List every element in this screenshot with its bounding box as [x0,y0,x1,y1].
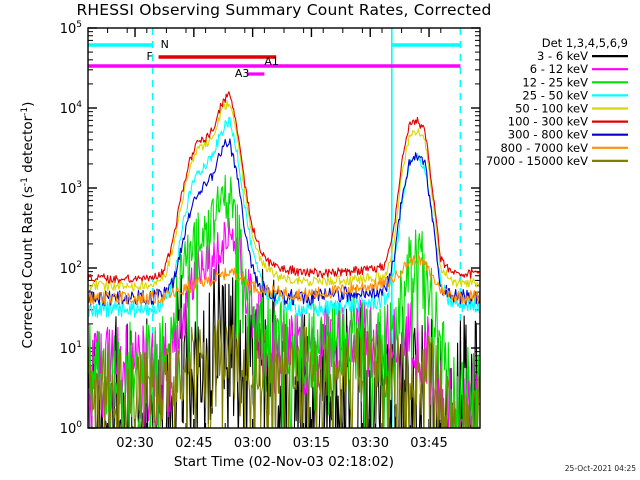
render-timestamp: 25-Oct-2021 04:25 [565,464,636,473]
annotation-label-a1: A1 [264,55,279,68]
x-tick-label: 03:45 [410,436,447,451]
legend-label: 50 - 100 keV [515,102,588,116]
x-tick-label: 03:00 [234,436,271,451]
x-tick-label: 02:30 [116,436,153,451]
x-tick-label: 03:15 [293,436,330,451]
legend-header: Det 1,3,4,5,6,9 [542,36,628,50]
annotation-label-n: N [161,38,169,51]
x-tick-label: 03:30 [352,436,389,451]
legend-label: 100 - 300 keV [508,115,588,129]
plot-frame [87,27,481,429]
legend-label: 3 - 6 keV [537,49,588,63]
svg-text:Corrected Count Rate (s-1 dete: Corrected Count Rate (s-1 detector-1) [20,102,36,349]
ylabel-part3: ) [20,102,36,107]
series-line [88,91,480,284]
ylabel-sup2: -1 [20,107,30,116]
x-tick-label: 02:45 [175,436,212,451]
data-series-group [88,91,480,428]
legend-label: 800 - 7000 keV [500,141,588,155]
y-axis-label: Corrected Count Rate (s-1 detector-1) [20,102,36,349]
series-line [88,100,480,292]
series-line [88,254,480,306]
legend-label: 6 - 12 keV [530,62,588,76]
series-line [88,258,478,428]
x-tick-labels: 02:30 02:45 03:00 03:15 03:30 03:45 [116,436,447,451]
annotation-labels: NF A1 A3 [147,38,279,80]
legend-label: 300 - 800 keV [508,128,588,142]
legend-label: 12 - 25 keV [522,75,588,89]
series-line [88,138,480,307]
legend-label: 25 - 50 keV [522,88,588,102]
ylabel-sup1: -1 [20,177,30,186]
annotation-label-a3: A3 [235,67,250,80]
annotation-bars [88,43,461,76]
annotation-label-f: F [147,50,153,63]
series-line [88,316,480,428]
ylabel-part2: detector [20,115,36,177]
legend-label: 7000 - 15000 keV [486,154,588,168]
ylabel-part1: Corrected Count Rate (s [20,186,36,348]
x-axis-label: Start Time (02-Nov-03 02:18:02) [174,454,394,470]
chart-title: RHESSI Observing Summary Count Rates, Co… [76,1,491,19]
